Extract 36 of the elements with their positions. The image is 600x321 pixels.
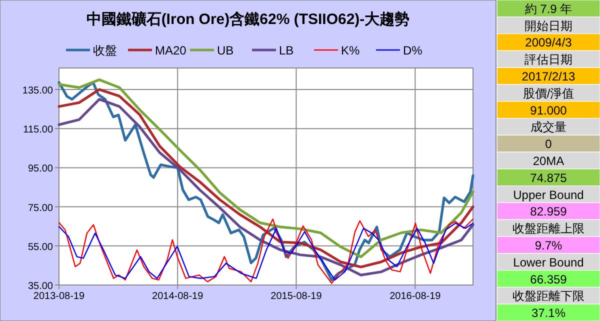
x-tick-label: 2016-08-19 — [390, 291, 442, 302]
text: 評估日期 — [524, 52, 572, 67]
legend-label: LB — [279, 44, 294, 58]
text: 股價/淨值 — [522, 86, 574, 100]
text: 0 — [545, 137, 552, 152]
x-tick-label: 2015-08-19 — [270, 291, 322, 302]
y-tick-label: 135.00 — [22, 86, 54, 97]
y-tick-label: 35.00 — [28, 281, 54, 292]
text: Lower Bound — [513, 255, 584, 270]
legend-label: D% — [403, 44, 423, 58]
text: 收盤距離上限 — [512, 222, 584, 236]
text: 9.7% — [534, 238, 562, 252]
text: 66.359 — [530, 272, 568, 286]
legend-label: K% — [341, 44, 360, 58]
legend-label: MA20 — [155, 44, 187, 58]
text: 開始日期 — [524, 18, 572, 33]
text: 91.000 — [530, 103, 568, 118]
text: 收盤距離下限 — [512, 289, 584, 304]
text: 成交量 — [530, 120, 566, 134]
text: Upper Bound — [513, 188, 584, 202]
legend-label: 收盤 — [93, 44, 117, 58]
text: 82.959 — [530, 204, 568, 219]
x-tick-label: 2013-08-19 — [33, 291, 86, 302]
text: 2017/2/13 — [522, 70, 576, 84]
y-tick-label: 55.00 — [28, 242, 54, 253]
y-tick-label: 75.00 — [28, 202, 54, 214]
y-tick-label: 95.00 — [28, 164, 54, 175]
chart-title: 中國鐵礦石(Iron Ore)含鐵62% (TSIIO62)-大趨勢 — [86, 10, 410, 28]
legend-label: UB — [217, 44, 234, 58]
text: 20MA — [532, 154, 564, 168]
text: 2009/4/3 — [525, 36, 572, 50]
text: 約 7.9 年 — [524, 2, 572, 16]
x-tick-label: 2014-08-19 — [152, 291, 204, 302]
y-tick-label: 115.00 — [23, 124, 54, 136]
text: 37.1% — [531, 306, 566, 320]
text: 74.875 — [530, 170, 568, 185]
